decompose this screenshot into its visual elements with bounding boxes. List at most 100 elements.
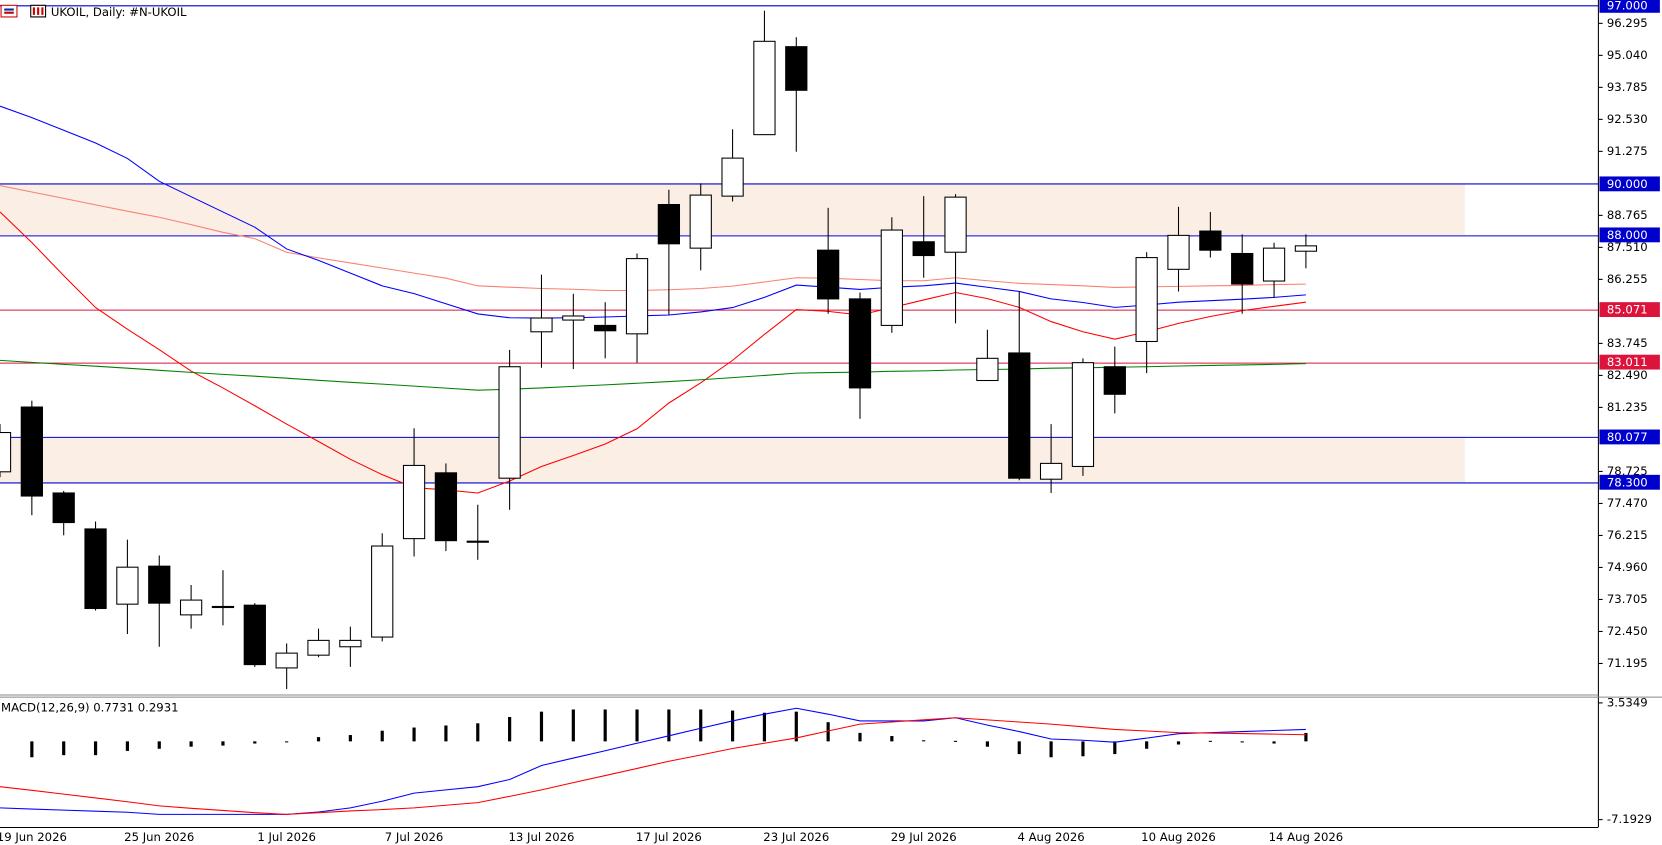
candles-layer: [0, 10, 1318, 690]
y-tick-label: 81.235: [1607, 400, 1648, 414]
y-tick-label: 77.470: [1607, 496, 1648, 510]
candle-body: [1135, 257, 1158, 343]
candle-body: [1071, 362, 1095, 467]
chart-title: UKOIL, Daily: #N-UKOIL: [51, 5, 187, 19]
macd-layer: [0, 707, 1308, 815]
macd-bar: [1176, 741, 1181, 745]
level-label-box: [1599, 176, 1660, 192]
macd-bar: [62, 741, 66, 756]
macd-bar: [285, 741, 289, 743]
y-tick-label: 96.295: [1607, 16, 1648, 30]
macd-bar: [1049, 741, 1053, 758]
level-label: 78.300: [1607, 475, 1648, 489]
macd-bar: [1017, 741, 1021, 755]
macd-line: [0, 707, 1306, 815]
y-tick-label: 95.040: [1607, 48, 1648, 62]
level-label-box: [1599, 302, 1660, 318]
level-label-box: [1599, 0, 1660, 13]
candle-body: [371, 545, 394, 638]
macd-bar: [93, 741, 98, 756]
candle-body: [179, 599, 203, 616]
candle-body: [466, 540, 489, 543]
y-tick-label: 71.195: [1607, 656, 1648, 670]
level-label-box: [1599, 429, 1660, 445]
candle-body: [243, 604, 266, 666]
candle-body: [1039, 462, 1063, 480]
macd-bar: [221, 741, 225, 746]
macd-bar: [348, 735, 352, 742]
candle-body: [339, 639, 362, 648]
macd-bar: [1240, 741, 1244, 743]
macd-bar: [476, 723, 480, 742]
zone: [0, 436, 1465, 483]
candle-body: [657, 204, 681, 245]
macd-bar: [253, 741, 257, 744]
candle-body: [84, 528, 107, 610]
levels-layer: [0, 5, 1599, 484]
macd-bar: [1304, 732, 1308, 742]
level-label-box: [1599, 474, 1660, 490]
macd-bar: [412, 727, 416, 742]
x-tick-label: 23 Jul 2026: [763, 830, 829, 844]
level-label: 85.071: [1607, 303, 1648, 317]
candle-body: [1231, 252, 1254, 285]
macd-bar: [953, 740, 958, 742]
level-label: 83.011: [1607, 355, 1648, 369]
x-tick-label: 17 Jul 2026: [636, 830, 702, 844]
y-tick-label: -7.1929: [1607, 812, 1652, 826]
macd-bar: [539, 711, 544, 742]
y-tick-label: 86.255: [1607, 272, 1648, 286]
level-label: 80.077: [1607, 430, 1648, 444]
macd-bar: [730, 710, 735, 742]
moving-average: [0, 185, 1306, 292]
candle-body: [1103, 366, 1126, 395]
x-tick-label: 25 Jun 2026: [124, 830, 194, 844]
x-tick-label: 19 Jun 2026: [0, 830, 67, 844]
macd-bar: [157, 741, 161, 749]
macd-bar: [30, 741, 34, 758]
candle-body: [848, 298, 872, 389]
candle-body: [1199, 230, 1222, 251]
x-tick-label: 7 Jul 2026: [385, 830, 444, 844]
macd-bar: [508, 716, 512, 742]
macd-bar: [826, 722, 830, 742]
icon: [32, 7, 44, 15]
level-label-box: [1599, 354, 1660, 370]
x-tick-label: 13 Jul 2026: [508, 830, 574, 844]
x-tick-label: 10 Aug 2026: [1141, 830, 1216, 844]
y-tick-label: 82.490: [1607, 368, 1648, 382]
candle-body: [0, 432, 12, 473]
macd-bar: [380, 730, 384, 742]
x-tick-label: 14 Aug 2026: [1269, 830, 1344, 844]
macd-bar: [699, 709, 703, 742]
macd-bar: [890, 736, 894, 742]
candle-body: [976, 357, 999, 382]
candle-body: [689, 194, 712, 249]
macd-bar: [125, 741, 129, 751]
macd-bar: [1113, 741, 1117, 755]
candle-body: [211, 605, 235, 609]
candle-body: [1294, 245, 1318, 252]
candle-body: [530, 317, 553, 333]
moving-average: [0, 105, 1306, 319]
y-tick-label: 92.530: [1607, 112, 1648, 126]
candle-body: [562, 315, 585, 321]
y-tick-label: 83.745: [1607, 336, 1648, 350]
candle-body: [753, 40, 776, 136]
candle-body: [498, 366, 521, 479]
x-tick-label: 1 Jul 2026: [257, 830, 316, 844]
macd-bar: [1145, 741, 1149, 749]
candle-body: [785, 46, 808, 91]
macd-bar: [667, 709, 671, 742]
y-tick-label: 87.510: [1607, 240, 1648, 254]
y-tick-label: 3.5349: [1607, 695, 1648, 709]
macd-bar: [1208, 740, 1212, 742]
candle-body: [817, 249, 840, 300]
candle-body: [402, 464, 426, 540]
icon: [4, 8, 14, 11]
indicator-title: MACD(12,26,9) 0.7731 0.2931: [1, 701, 178, 715]
macd-bar: [444, 725, 448, 742]
level-label-box: [1599, 227, 1660, 243]
